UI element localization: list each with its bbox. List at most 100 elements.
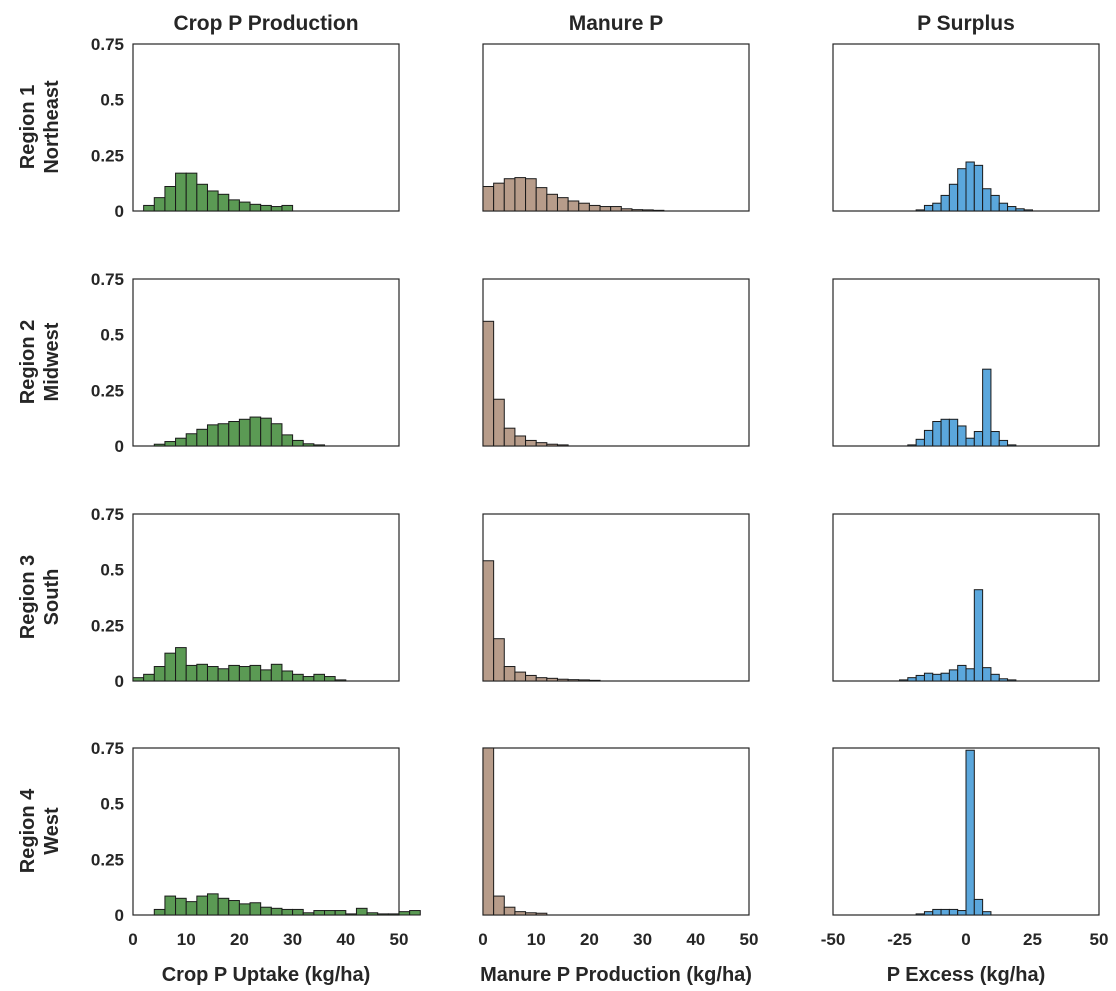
axes-frame xyxy=(132,43,400,212)
x-tick-label: -25 xyxy=(887,930,912,949)
histogram-bar xyxy=(940,672,950,682)
x-tick-label: 40 xyxy=(336,930,355,949)
y-tick-label: 0.75 xyxy=(91,739,124,758)
svg-text:Region 1: Region 1 xyxy=(17,85,39,169)
histogram-bar xyxy=(217,668,230,682)
histogram-bar xyxy=(503,666,516,682)
x-tick-label: 10 xyxy=(527,930,546,949)
y-tick-label: 0.5 xyxy=(100,795,124,814)
histogram-bar xyxy=(206,424,219,447)
histogram-bar xyxy=(965,749,975,916)
histogram-bar xyxy=(493,182,505,212)
histogram-bar xyxy=(546,677,558,682)
x-tick-label: 30 xyxy=(633,930,652,949)
histogram-bar xyxy=(990,194,1000,212)
histogram-bar xyxy=(982,368,992,447)
histogram-bar xyxy=(546,193,558,212)
histogram-bar xyxy=(923,429,934,447)
histogram-bar xyxy=(948,908,959,916)
histogram-bar xyxy=(1007,444,1017,447)
histogram-bar xyxy=(990,431,1000,447)
panel-manure-region-4: 0 10 20 30 40 50 xyxy=(478,747,759,949)
col-title-surplus: P Surplus xyxy=(917,12,1015,35)
histogram-bar xyxy=(260,906,272,916)
y-tick-label: 0 xyxy=(115,437,124,456)
histogram-bar xyxy=(281,434,294,447)
histogram-bar xyxy=(302,912,315,916)
x-tick-label: 20 xyxy=(230,930,249,949)
histogram-bar xyxy=(915,438,925,447)
col-title-crop: Crop P Production xyxy=(173,12,358,35)
histogram-bar xyxy=(503,906,516,916)
y-tick-label: 0.75 xyxy=(91,35,124,54)
histogram-bar xyxy=(525,439,537,447)
histogram-bar xyxy=(899,679,909,682)
histogram-bar xyxy=(153,666,166,682)
histogram-bar xyxy=(923,911,934,916)
panel-manure-region-3 xyxy=(482,513,750,682)
histogram-bar xyxy=(313,910,326,916)
histogram-bar xyxy=(228,421,240,447)
histogram-bar xyxy=(907,444,917,447)
histogram-bar xyxy=(915,913,925,916)
x-label-manure: Manure P Production (kg/ha) xyxy=(480,964,752,986)
histogram-bar xyxy=(206,190,219,212)
panel-crop-region-4: 0 0.25 0.5 0.75 0 10 20 30 40 50 xyxy=(91,739,421,949)
histogram-bar xyxy=(620,208,633,212)
histogram-bar xyxy=(982,911,992,916)
row-label-region-1: Region 1 Northeast xyxy=(17,80,63,174)
histogram-bar xyxy=(1007,206,1017,212)
histogram-bar xyxy=(493,895,505,916)
axes-frame xyxy=(832,278,1100,447)
histogram-bar xyxy=(175,437,187,447)
x-tick-label: 20 xyxy=(580,930,599,949)
histogram-bar xyxy=(185,664,198,682)
x-tick-label: 50 xyxy=(740,930,759,949)
histogram-bar xyxy=(535,677,548,682)
y-tick-label: 0 xyxy=(115,906,124,925)
histogram-bar xyxy=(302,443,315,447)
histogram-bar xyxy=(228,664,240,682)
histogram-bar xyxy=(270,663,283,682)
histogram-bar xyxy=(973,589,984,682)
panel-surplus-region-3 xyxy=(832,513,1100,682)
histogram-bar xyxy=(631,209,644,212)
histogram-bar xyxy=(270,423,283,447)
histogram-bar xyxy=(366,912,379,916)
y-tick-label: 0.25 xyxy=(91,146,124,165)
histogram-bar xyxy=(238,201,251,212)
y-tick-label: 0.5 xyxy=(100,91,124,110)
histogram-bar xyxy=(932,673,942,682)
histogram-bar xyxy=(334,679,347,682)
row-label-region-4: Region 4 West xyxy=(17,788,63,873)
histogram-bar xyxy=(948,669,959,682)
histogram-bar xyxy=(514,671,527,682)
histogram-bar xyxy=(1007,679,1017,682)
histogram-bar xyxy=(260,417,272,447)
x-tick-label: 25 xyxy=(1023,930,1042,949)
histogram-bar xyxy=(493,638,505,682)
y-tick-label: 0.5 xyxy=(100,561,124,580)
histogram-bar xyxy=(377,913,389,916)
histogram-bar xyxy=(164,895,177,916)
histogram-bar xyxy=(260,669,272,682)
histogram-bar xyxy=(514,435,527,447)
histogram-bar xyxy=(932,202,942,212)
histogram-bar xyxy=(514,911,527,916)
histogram-bar xyxy=(957,168,967,212)
histogram-bar xyxy=(292,439,304,447)
x-tick-label: 50 xyxy=(1090,930,1109,949)
svg-text:Region 3: Region 3 xyxy=(17,555,39,639)
panel-surplus-region-2 xyxy=(832,278,1100,447)
histogram-bar xyxy=(238,666,251,682)
y-tick-label: 0.75 xyxy=(91,270,124,289)
svg-text:West: West xyxy=(41,807,63,855)
panel-crop-region-1: 0 0.25 0.5 0.75 xyxy=(91,35,400,221)
histogram-bar xyxy=(982,667,992,682)
x-label-surplus: P Excess (kg/ha) xyxy=(887,964,1046,986)
histogram-bar xyxy=(599,206,612,212)
histogram-bar xyxy=(281,204,294,212)
histogram-bar xyxy=(535,912,548,916)
histogram-bar xyxy=(957,664,967,682)
